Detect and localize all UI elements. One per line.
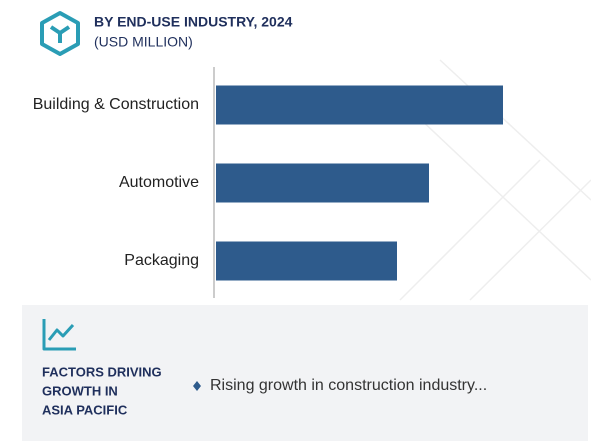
factors-panel	[22, 305, 588, 441]
panel-heading: FACTORS DRIVING	[42, 364, 162, 379]
bar	[216, 85, 503, 125]
background-decor	[399, 59, 591, 301]
category-label: Automotive	[119, 174, 199, 191]
bar	[216, 163, 429, 203]
chart-title: BY END-USE INDUSTRY, 2024	[94, 14, 293, 30]
panel-heading: GROWTH IN	[42, 383, 118, 398]
chart-subtitle: (USD MILLION)	[94, 34, 193, 50]
bullet-text: Rising growth in construction industry..…	[210, 377, 487, 394]
category-label: Packaging	[124, 252, 199, 269]
trend-icon	[42, 319, 76, 351]
bullet-diamond	[193, 381, 201, 391]
logo	[40, 11, 80, 56]
bar	[216, 241, 397, 281]
panel-heading: ASIA PACIFIC	[42, 402, 128, 417]
category-label: Building & Construction	[33, 96, 199, 113]
